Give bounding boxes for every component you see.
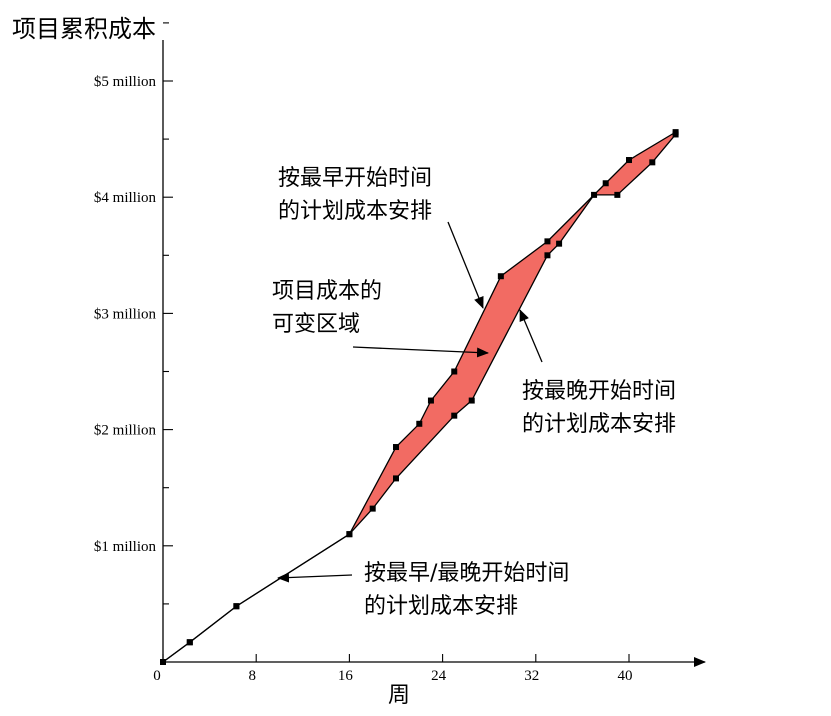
late-point	[672, 131, 679, 138]
x-tick-label: 40	[618, 668, 633, 684]
late-point	[468, 397, 475, 404]
early-point	[602, 180, 609, 187]
annotation-variance-line-2: 可变区域	[272, 312, 360, 337]
late-start-line	[162, 134, 677, 663]
annotation-early-line-2: 的计划成本安排	[278, 199, 432, 224]
annotation-variance-arrow	[352, 346, 489, 358]
late-point	[544, 252, 551, 259]
annotation-late-line-1: 按最晚开始时间	[522, 379, 676, 404]
annotation-late-line-2: 的计划成本安排	[522, 412, 676, 437]
y-tick-label: $4 million	[94, 190, 157, 206]
late-point	[649, 159, 656, 166]
late-point	[556, 240, 563, 247]
x-tick-label: 0	[153, 668, 161, 684]
y-tick-label: $3 million	[94, 306, 157, 322]
x-tick-label: 8	[248, 668, 256, 684]
early-point	[497, 273, 504, 280]
annotation-late-arrow	[519, 309, 543, 363]
early-point	[427, 397, 434, 404]
y-axis-title: 项目累积成本	[12, 15, 156, 43]
y-tick-label: $1 million	[94, 539, 157, 555]
annotation-common-line-2: 的计划成本安排	[364, 594, 518, 619]
early-point	[451, 368, 458, 375]
early-point	[626, 157, 632, 164]
late-point	[393, 475, 399, 482]
late-point	[186, 639, 193, 646]
late-point	[591, 191, 598, 198]
annotation-common-arrow	[277, 572, 353, 583]
late-point	[346, 531, 353, 538]
y-tick-label: $2 million	[94, 423, 157, 439]
x-axis-title: 周	[388, 683, 410, 708]
late-point	[614, 191, 621, 198]
variance-band	[349, 132, 676, 535]
early-point	[416, 420, 423, 427]
annotation-early-line-1: 按最早开始时间	[278, 166, 432, 191]
late-point	[451, 412, 458, 419]
late-point	[233, 603, 240, 610]
annotation-early-arrow	[447, 221, 484, 309]
late-point	[369, 505, 376, 512]
early-point	[544, 238, 551, 245]
early-point	[393, 444, 399, 451]
x-tick-label: 24	[431, 668, 447, 684]
x-tick-label: 16	[338, 668, 354, 684]
annotation-common-line-1: 按最早/最晚开始时间	[364, 561, 569, 586]
annotation-variance-line-1: 项目成本的	[272, 279, 382, 304]
y-tick-label: $5 million	[94, 74, 157, 90]
x-tick-label: 32	[524, 668, 539, 684]
